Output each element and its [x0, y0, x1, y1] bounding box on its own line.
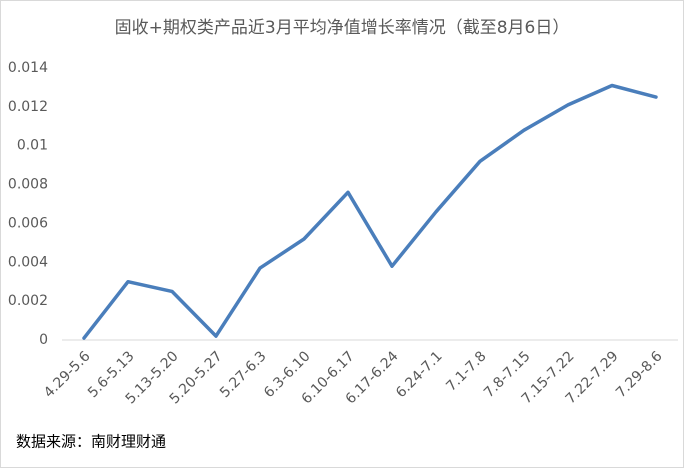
y-tick-label: 0.014	[8, 60, 48, 76]
line-series	[82, 83, 658, 340]
chart-title: 固收+期权类产品近3月平均净值增长率情况（截至8月6日）	[115, 18, 570, 38]
y-tick-label: 0.012	[8, 99, 48, 115]
y-tick-label: 0.006	[8, 215, 48, 231]
y-tick-label: 0.01	[17, 138, 48, 154]
y-tick-label: 0.004	[8, 254, 48, 270]
y-tick-label: 0.008	[8, 177, 48, 193]
y-tick-label: 0.002	[8, 293, 48, 309]
source-note: 数据来源：南财理财通	[16, 433, 166, 451]
y-tick-label: 0	[39, 332, 48, 348]
